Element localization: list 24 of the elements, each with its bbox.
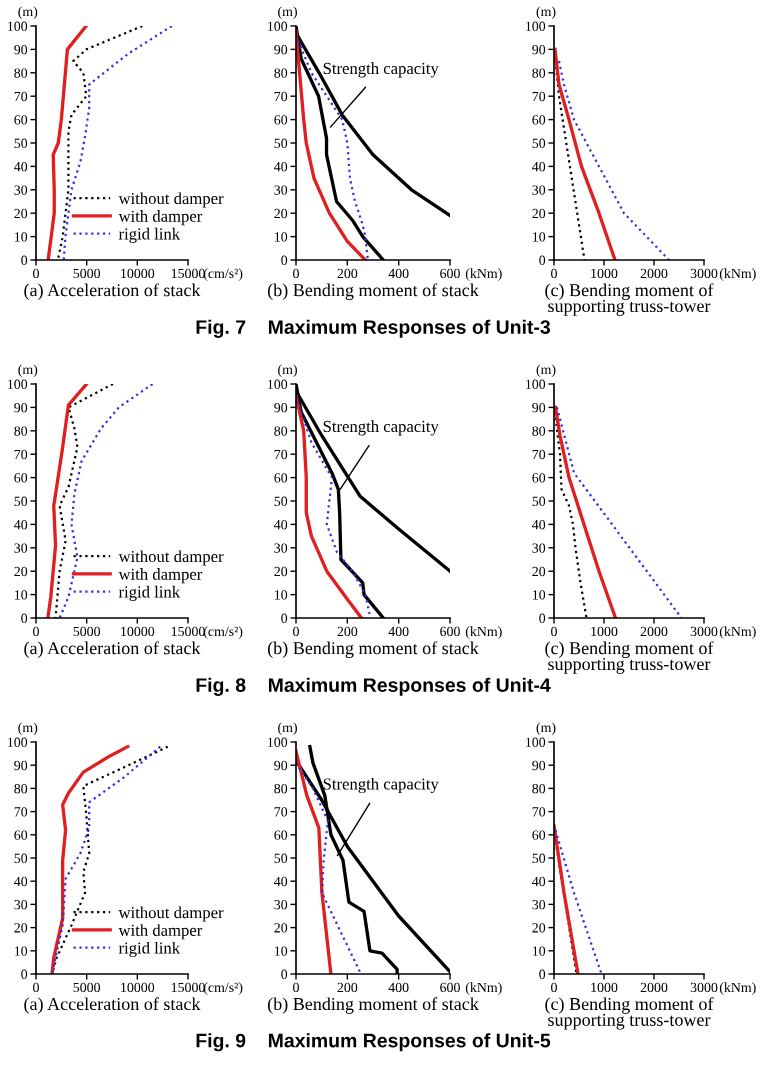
annotation: Strength capacity bbox=[323, 62, 439, 78]
legend-label: with damper bbox=[118, 210, 203, 226]
legend-label: with damper bbox=[118, 568, 203, 584]
legend-label: rigid link bbox=[118, 585, 181, 601]
legend-label: without damper bbox=[118, 192, 224, 208]
text: (a) Acceleration of stack bbox=[24, 641, 201, 658]
legend-label: without damper bbox=[118, 906, 224, 922]
legend-label: rigid link bbox=[118, 941, 181, 958]
text: (b) Bending moment of stack bbox=[267, 283, 479, 301]
text: (c) Bending moment of supporting truss-tower bbox=[545, 641, 714, 674]
text: (c) Bending moment of supporting truss-tower bbox=[545, 997, 714, 1030]
text: (b) Bending moment of stack bbox=[267, 997, 479, 1014]
legend-label: without damper bbox=[118, 550, 224, 566]
legend-label: rigid link bbox=[118, 227, 181, 243]
text: (a) Acceleration of stack bbox=[24, 283, 201, 300]
caption: Fig. 8 Maximum Responses of Unit-4 bbox=[196, 677, 551, 696]
annotation: Strength capacity bbox=[323, 777, 439, 794]
caption: Fig. 7 Maximum Responses of Unit-3 bbox=[196, 319, 551, 338]
caption: Fig. 9 Maximum Responses of Unit-5 bbox=[196, 1033, 551, 1052]
annotation: Strength capacity bbox=[323, 420, 439, 436]
text: (c) Bending moment of supporting truss-tower bbox=[545, 283, 714, 316]
legend-label: with damper bbox=[118, 924, 203, 940]
text: (b) Bending moment of stack bbox=[267, 641, 479, 659]
text: (a) Acceleration of stack bbox=[24, 997, 201, 1014]
